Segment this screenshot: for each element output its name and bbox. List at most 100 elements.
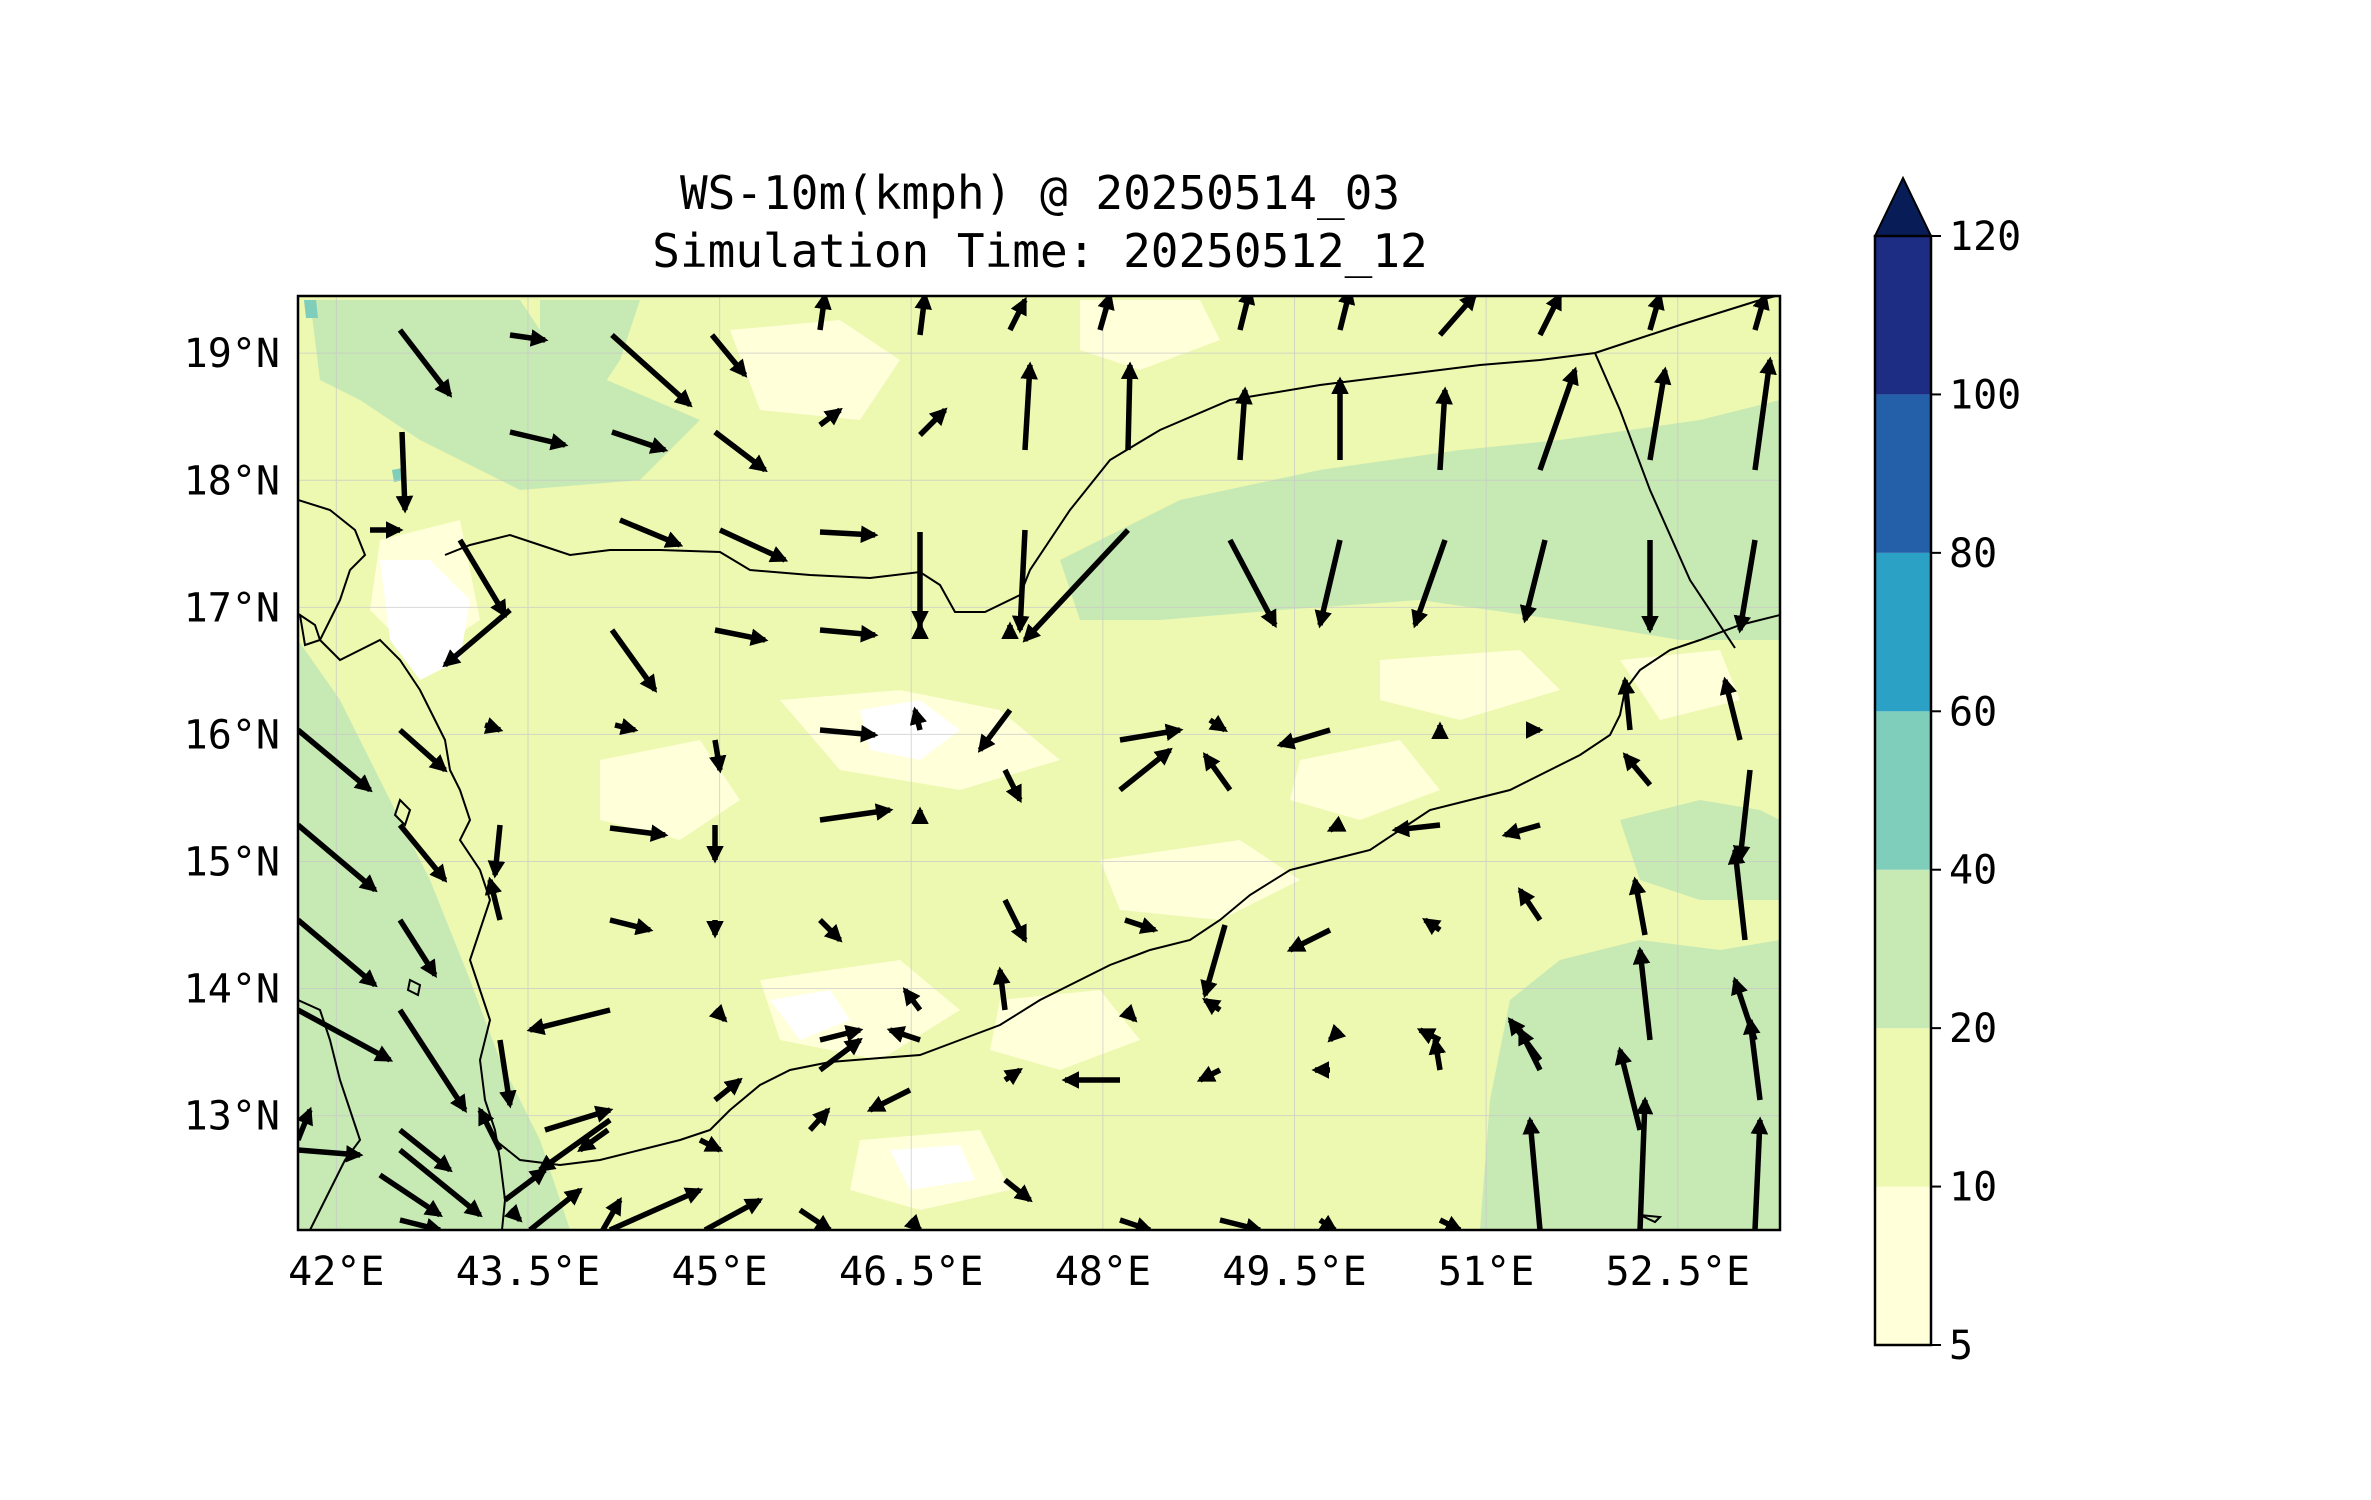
map-frame: [296, 294, 1782, 1232]
wind-arrow: [1219, 1217, 1264, 1230]
wind-arrow: [442, 607, 512, 668]
wind-arrow: [902, 987, 923, 1012]
wind-arrow: [1118, 747, 1173, 793]
wind-arrow: [993, 966, 1011, 1011]
wind-arrow: [1007, 296, 1028, 332]
island-1: [393, 798, 412, 827]
wind-arrow: [397, 1008, 468, 1113]
wind-arrow: [1733, 539, 1758, 634]
island-4: [1639, 1214, 1663, 1224]
wind-arrow: [1391, 819, 1441, 838]
wind-arrow: [818, 1037, 863, 1073]
colorbar-segment: [1875, 711, 1931, 870]
wind-arrow: [819, 1024, 864, 1043]
wind-arrow: [509, 429, 569, 451]
lon-tick-label: 51°E: [1438, 1249, 1534, 1295]
wind-arrow: [1501, 822, 1541, 840]
wind-arrow: [1647, 296, 1665, 331]
wind-arrow: [610, 332, 693, 408]
wind-arrow: [397, 328, 453, 398]
colorbar-extend-arrow: [1873, 175, 1933, 237]
wind-arrow: [1326, 815, 1347, 833]
wind-arrow: [1517, 887, 1543, 922]
lon-tick-label: 49.5°E: [1222, 1249, 1367, 1295]
wind-arrow: [1235, 386, 1253, 461]
wind-arrow: [477, 1106, 503, 1152]
wind-arrow: [703, 1197, 764, 1230]
wind-arrow: [395, 431, 414, 514]
wind-arrow: [1097, 296, 1115, 331]
oman-yemen-border: [1594, 352, 1736, 649]
colorbar-frame: [1873, 234, 1933, 1347]
wind-arrow: [909, 706, 927, 731]
wind-arrow: [1202, 752, 1233, 792]
wind-arrow: [1011, 529, 1030, 634]
wind-arrow: [713, 429, 768, 473]
wind-arrow: [577, 1127, 610, 1153]
wind-arrow: [609, 628, 658, 693]
wind-arrow: [1208, 714, 1228, 733]
latitude-axis: 19°N 18°N 17°N 16°N 15°N 14°N 13°N: [184, 331, 280, 1139]
lon-tick-label: 52.5°E: [1606, 1249, 1751, 1295]
wind-arrow: [1622, 752, 1653, 787]
wind-arrow: [1422, 917, 1442, 936]
colorbar-segment: [1875, 552, 1931, 712]
saudi-yemen-border: [444, 352, 1596, 613]
wind-arrow: [819, 803, 894, 823]
wind-arrow: [509, 329, 549, 347]
lat-tick-label: 18°N: [184, 458, 280, 504]
colorbar-segment: [1875, 394, 1931, 553]
lon-tick-label: 46.5°E: [839, 1249, 984, 1295]
wind-arrow: [1314, 539, 1343, 629]
wind-arrow: [1752, 296, 1770, 331]
wind-arrow: [1022, 528, 1131, 643]
wind-arrow: [819, 525, 879, 544]
wind-arrow: [1628, 876, 1648, 936]
wind-arrow: [1743, 1016, 1763, 1101]
lat-tick-label: 17°N: [184, 585, 280, 631]
wind-arrow: [398, 727, 448, 773]
wind-vectors: [298, 296, 1777, 1230]
wind-arrow: [1750, 1116, 1769, 1230]
contour-20-40-north-center: [540, 300, 640, 420]
wind-arrow: [1003, 1067, 1023, 1086]
wind-arrow: [537, 1117, 612, 1173]
contour-white-patch-2: [860, 700, 960, 760]
colorbar-label: 80: [1949, 531, 1997, 577]
wind-arrow: [714, 627, 769, 646]
wind-arrow: [1635, 1096, 1654, 1230]
wind-arrow: [503, 1203, 523, 1223]
lon-tick-label: 45°E: [671, 1249, 767, 1295]
wind-arrow: [1411, 539, 1448, 629]
wind-arrow: [609, 824, 669, 842]
colorbar-label: 60: [1949, 689, 1997, 735]
wind-arrow: [1732, 769, 1753, 864]
wind-arrow: [1522, 1116, 1543, 1230]
lon-tick-label: 43.5°E: [456, 1249, 601, 1295]
wind-arrow: [698, 1135, 724, 1153]
wind-arrow: [298, 727, 373, 793]
wind-arrow: [1617, 676, 1636, 731]
wind-arrow: [526, 1007, 611, 1036]
colorbar-label: 120: [1949, 214, 2021, 260]
wind-arrow: [1196, 1065, 1222, 1083]
contour-5-10-patch-12: [1620, 650, 1740, 720]
wind-arrow: [503, 1167, 548, 1203]
wind-arrow: [1428, 1036, 1446, 1071]
coastlines-and-borders: [298, 296, 1780, 1230]
wind-arrow: [298, 822, 378, 893]
wind-arrow: [484, 876, 503, 921]
lon-tick-label: 42°E: [288, 1249, 384, 1295]
wind-arrow: [1647, 366, 1672, 461]
title-line-1: WS-10m(kmph) @ 20250514_03: [679, 166, 1401, 220]
wind-arrow: [609, 917, 654, 936]
wind-arrow: [1318, 1214, 1338, 1230]
red-sea-east-coast: [298, 499, 507, 1230]
wind-arrow: [1002, 898, 1028, 944]
island-3: [406, 978, 422, 997]
wind-arrow: [497, 1039, 517, 1109]
contour-5-10-patch-5: [600, 740, 740, 840]
title-line-2: Simulation Time: 20250512_12: [652, 224, 1428, 278]
wind-arrow: [1435, 386, 1453, 471]
colorbar-label: 100: [1949, 372, 2021, 418]
